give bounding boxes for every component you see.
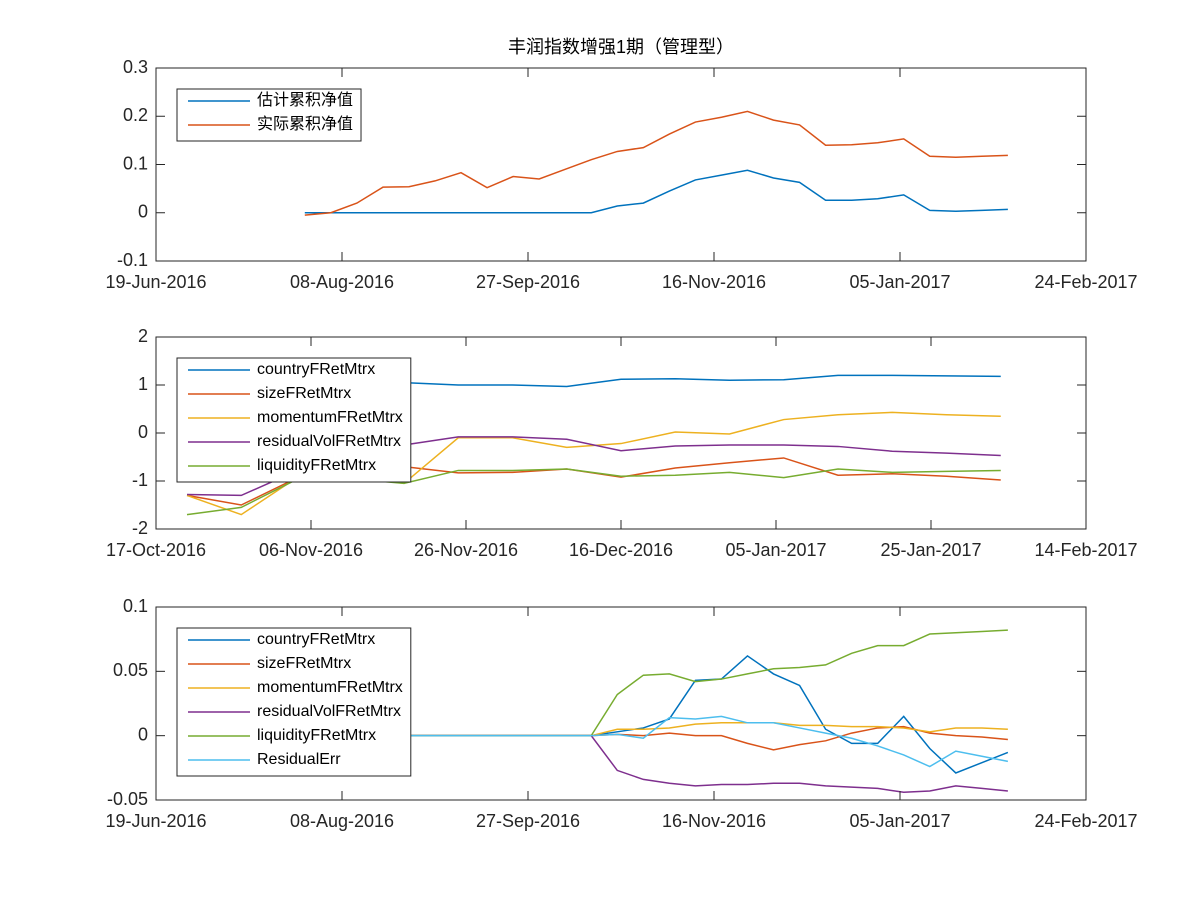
x-tick-label: 05-Jan-2017 — [849, 272, 950, 292]
legend: countryFRetMtrx sizeFRetMtrx momentumFRetM… — [176, 357, 412, 483]
subplot: -0.05 0 0.05 0.1 19-Jun-2016 08-Aug-2016 27-Se… — [105, 596, 1137, 831]
legend-label: countryFRetMtrx — [257, 631, 375, 648]
y-tick-label: 0.1 — [123, 596, 148, 616]
series-line — [304, 110, 1008, 216]
axes-box — [155, 606, 1087, 801]
y-tick-label: 0.1 — [123, 153, 148, 173]
x-tick-label: 25-Jan-2017 — [880, 540, 981, 560]
y-tick-label: 0 — [138, 202, 148, 222]
y-tick-label: -0.1 — [117, 250, 148, 270]
x-tick-label: 16-Dec-2016 — [569, 540, 673, 560]
y-tick-label: -2 — [132, 518, 148, 538]
x-tick-label: 27-Sep-2016 — [476, 272, 580, 292]
legend-label: momentumFRetMtrx — [257, 409, 403, 426]
x-tick-label: 08-Aug-2016 — [290, 811, 394, 831]
y-tick-label: 0 — [138, 724, 148, 744]
series-line — [304, 715, 1009, 768]
x-tick-label: 05-Jan-2017 — [849, 811, 950, 831]
legend-label: sizeFRetMtrx — [257, 385, 351, 402]
legend-label: countryFRetMtrx — [257, 361, 375, 378]
legend-label: sizeFRetMtrx — [257, 655, 351, 672]
legend-label: residualVolFRetMtrx — [257, 703, 401, 720]
x-tick-label: 19-Jun-2016 — [105, 272, 206, 292]
legend-label: 实际累积净值 — [257, 115, 353, 133]
x-tick-label: 24-Feb-2017 — [1034, 272, 1137, 292]
legend-box — [176, 357, 412, 483]
legend-label: momentumFRetMtrx — [257, 679, 403, 696]
y-tick-label: 1 — [138, 374, 148, 394]
y-tick-label: 0.2 — [123, 105, 148, 125]
series-line — [304, 169, 1008, 214]
y-tick-label: 0.3 — [123, 57, 148, 77]
chart-title: 丰润指数增强1期（管理型） — [508, 37, 734, 57]
x-tick-label: 24-Feb-2017 — [1034, 811, 1137, 831]
x-tick-label: 16-Nov-2016 — [662, 811, 766, 831]
x-tick-label: 17-Oct-2016 — [106, 540, 206, 560]
x-tick-label: 19-Jun-2016 — [105, 811, 206, 831]
x-tick-label: 08-Aug-2016 — [290, 272, 394, 292]
y-tick-label: 2 — [138, 326, 148, 346]
legend-label: residualVolFRetMtrx — [257, 433, 401, 450]
x-tick-label: 14-Feb-2017 — [1034, 540, 1137, 560]
x-tick-label: 26-Nov-2016 — [414, 540, 518, 560]
y-tick-label: -1 — [132, 470, 148, 490]
y-tick-label: -0.05 — [107, 789, 148, 809]
x-tick-label: 16-Nov-2016 — [662, 272, 766, 292]
legend-box — [176, 88, 362, 142]
legend-label: liquidityFRetMtrx — [257, 457, 376, 474]
legend-label: 估计累积净值 — [257, 91, 353, 109]
legend: countryFRetMtrx sizeFRetMtrx momentumFRetM… — [176, 627, 412, 777]
subplot: -2 -1 0 1 2 17-Oct-2016 06-Nov-2016 26-Nov-2016… — [106, 326, 1138, 560]
y-tick-label: 0 — [138, 422, 148, 442]
y-tick-label: 0.05 — [113, 660, 148, 680]
legend-label: ResidualErr — [257, 751, 341, 768]
x-tick-label: 06-Nov-2016 — [259, 540, 363, 560]
legend-box — [176, 627, 412, 777]
x-tick-label: 27-Sep-2016 — [476, 811, 580, 831]
legend-label: liquidityFRetMtrx — [257, 727, 376, 744]
x-tick-label: 05-Jan-2017 — [725, 540, 826, 560]
subplot: 丰润指数增强1期（管理型） -0.1 0 0.1 0.2 0.3 19-Jun-2016 08… — [105, 37, 1137, 292]
